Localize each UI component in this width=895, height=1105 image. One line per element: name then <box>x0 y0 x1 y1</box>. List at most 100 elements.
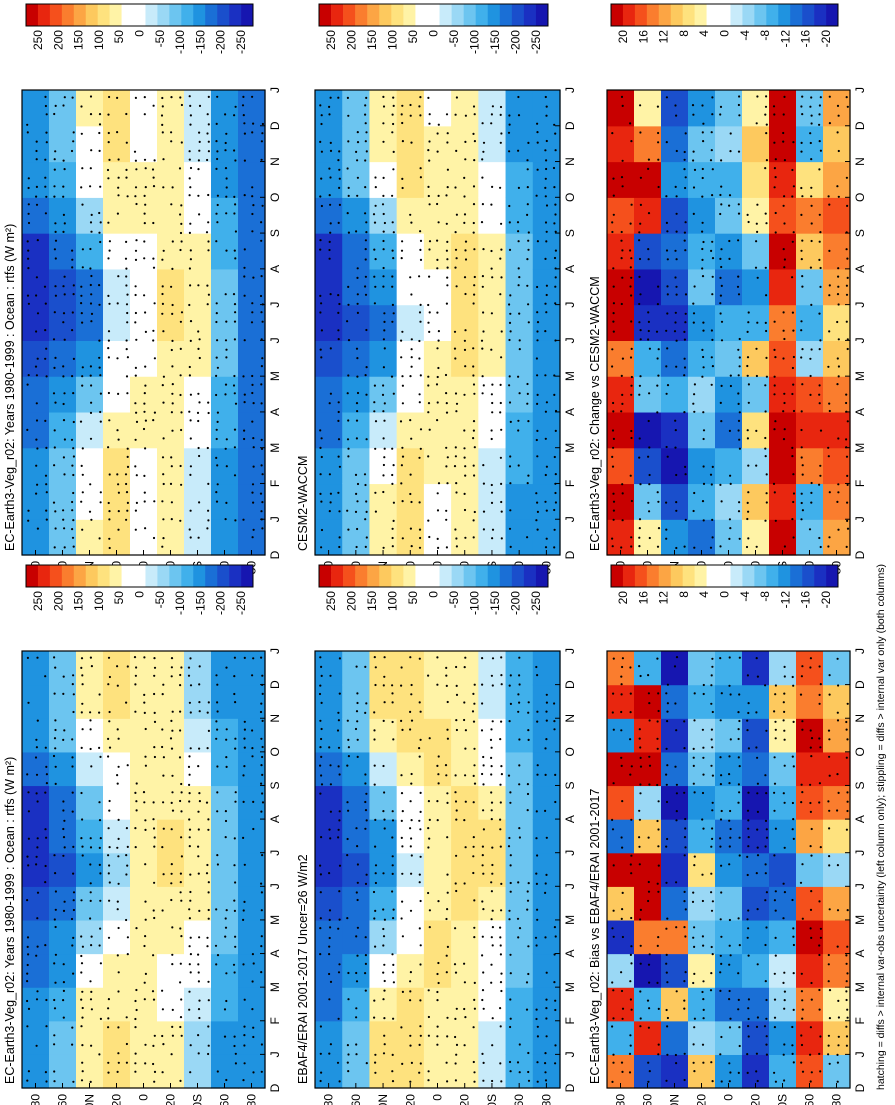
heatmap-cell <box>76 197 104 234</box>
heatmap-cell <box>315 1020 343 1055</box>
stipple-dot <box>746 936 749 939</box>
heatmap-cell <box>342 125 371 163</box>
stipple-dot <box>260 275 263 278</box>
stipple-dot <box>729 693 732 696</box>
stipple-dot <box>720 159 723 162</box>
stipple-dot <box>373 302 376 305</box>
stipple-dot <box>89 917 92 920</box>
stipple-dot <box>675 365 678 368</box>
stipple-dot <box>755 1052 759 1055</box>
stipple-dot <box>260 882 263 885</box>
heatmap-cell <box>688 483 716 520</box>
stipple-dot <box>675 819 678 822</box>
stipple-dot <box>364 882 368 886</box>
stipple-dot <box>225 177 228 180</box>
heatmap-cell <box>315 651 343 686</box>
stipple-dot <box>135 239 138 242</box>
stipple-dot <box>446 700 449 704</box>
heatmap-cell <box>22 987 50 1022</box>
stipple-dot <box>630 375 634 379</box>
stipple-dot <box>827 729 831 732</box>
stipple-dot <box>620 410 623 413</box>
stipple-dot <box>418 528 422 531</box>
colorbar-label: -50 <box>447 30 461 48</box>
stipple-dot <box>27 203 30 206</box>
stipple-dot <box>117 491 120 494</box>
heatmap-cell <box>796 886 824 921</box>
stipple-dot <box>701 899 705 903</box>
stipple-dot <box>500 773 503 776</box>
stipple-dot <box>337 338 340 341</box>
stipple-dot <box>243 248 246 251</box>
stipple-dot <box>639 176 643 179</box>
stipple-dot <box>400 819 403 823</box>
stipple-dot <box>198 454 201 458</box>
heatmap-cell <box>769 919 797 955</box>
heatmap-cell <box>103 785 131 820</box>
stipple-dot <box>63 96 66 99</box>
stipple-dot <box>382 275 385 278</box>
stipple-dot <box>719 483 722 486</box>
stipple-dot <box>383 675 386 678</box>
stipple-dot <box>535 519 538 522</box>
stipple-dot <box>260 311 263 314</box>
stipple-dot <box>701 728 705 731</box>
stipple-dot <box>383 918 386 921</box>
stipple-dot <box>188 177 191 180</box>
stipple-dot <box>117 528 120 531</box>
stipple-dot <box>648 981 651 984</box>
stipple-dot <box>391 275 394 278</box>
stipple-dot <box>134 791 137 795</box>
stipple-dot <box>233 195 236 198</box>
stipple-dot <box>657 936 660 939</box>
stipple-dot <box>801 509 805 512</box>
stipple-dot <box>554 429 557 432</box>
stipple-dot <box>188 374 191 377</box>
stipple-dot <box>243 132 246 135</box>
stipple-dot <box>427 303 430 307</box>
stipple-dot <box>98 231 101 234</box>
stipple-dot <box>216 701 219 704</box>
stipple-dot <box>62 800 65 803</box>
heatmap-cell <box>369 483 398 520</box>
stipple-dot <box>261 204 264 207</box>
stipple-dot <box>719 401 722 404</box>
stipple-dot <box>526 809 529 812</box>
stipple-dot <box>783 258 787 261</box>
stipple-dot <box>223 1035 227 1038</box>
stipple-dot <box>365 500 368 503</box>
stipple-dot <box>428 140 431 143</box>
heatmap-cell <box>103 519 131 556</box>
colorbar-swatch <box>193 565 206 587</box>
stipple-dot <box>545 998 548 1001</box>
stipple-dot <box>216 366 219 369</box>
colorbar-label: 0 <box>427 30 441 37</box>
stipple-dot <box>783 764 786 767</box>
stipple-dot <box>162 473 165 476</box>
stipple-dot <box>536 393 539 396</box>
stipple-dot <box>437 981 440 985</box>
stipple-dot <box>509 953 512 956</box>
heatmap-cell <box>505 751 534 787</box>
stipple-dot <box>657 374 660 377</box>
heatmap-cell <box>184 161 212 198</box>
colorbar-swatch <box>499 4 513 26</box>
stipple-dot <box>135 411 138 414</box>
stipple-dot <box>44 791 47 794</box>
stipple-dot <box>365 150 368 153</box>
stipple-dot <box>535 357 539 360</box>
stipple-dot <box>765 891 769 894</box>
stipple-dot <box>827 446 830 449</box>
stipple-dot <box>418 873 421 876</box>
stipple-dot <box>355 935 358 938</box>
colorbar-label: 0 <box>133 591 147 598</box>
stipple-dot <box>544 95 547 99</box>
stipple-dot <box>516 1061 520 1064</box>
stipple-dot <box>527 711 530 714</box>
stipple-dot <box>828 864 831 867</box>
stipple-dot <box>338 203 341 206</box>
heatmap-cell <box>396 161 425 198</box>
heatmap-cell <box>22 483 50 520</box>
stipple-dot <box>243 900 246 904</box>
stipple-dot <box>491 411 494 414</box>
